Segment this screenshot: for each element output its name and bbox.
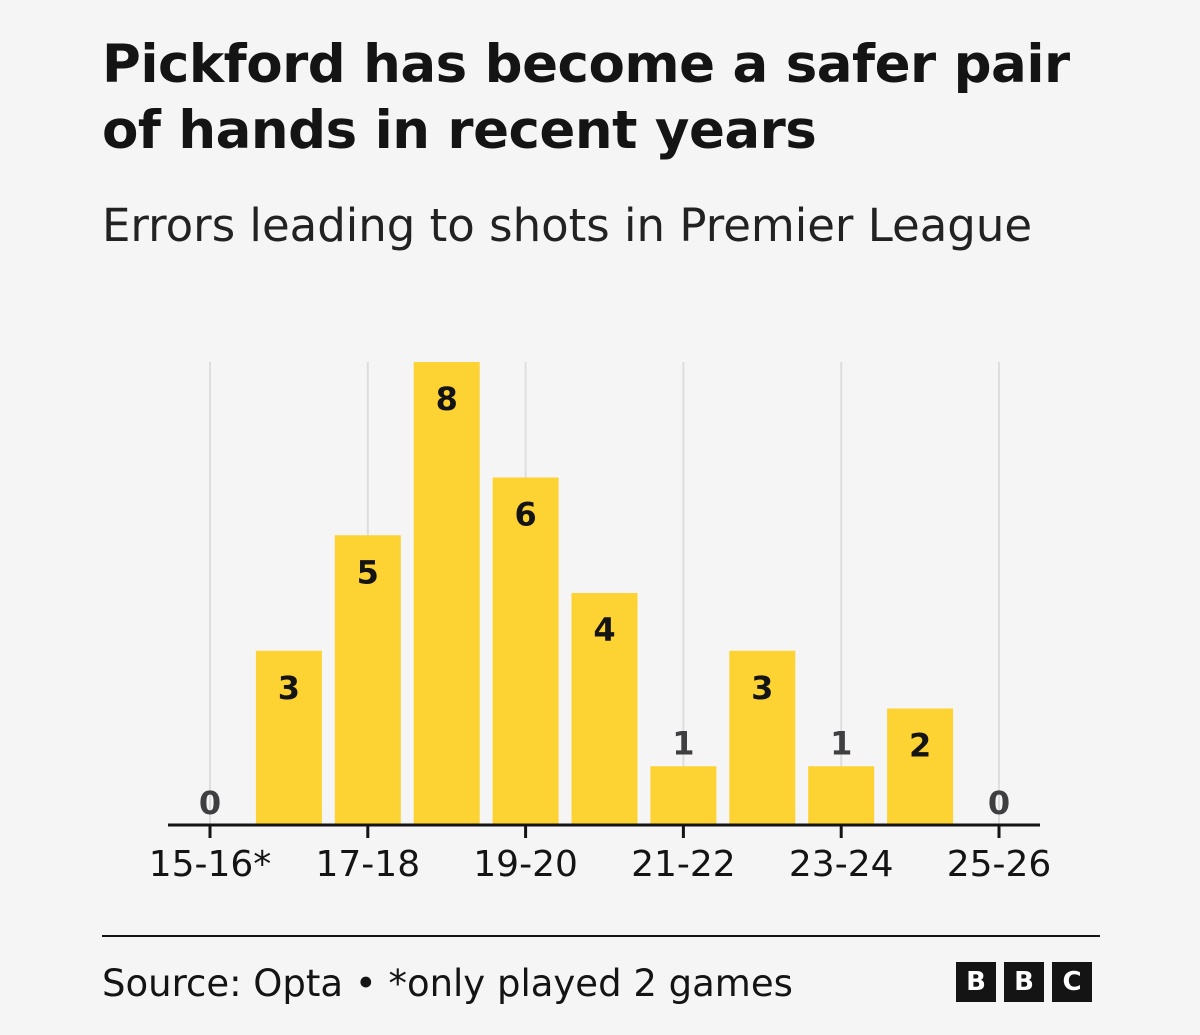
- x-tick-label: 15-16*: [149, 844, 272, 885]
- bar: [887, 708, 954, 824]
- data-label: 1: [672, 724, 694, 762]
- bar: [334, 535, 401, 824]
- bar: [729, 650, 796, 824]
- bar-chart: 0 3 5 8 6 4 1 3 1 2 0 15-16* 17-18 19-20 21-22 23-24 25…: [149, 362, 1052, 885]
- bar: [650, 766, 717, 824]
- x-tick-label: 23-24: [789, 844, 894, 885]
- data-label: 3: [751, 669, 773, 707]
- x-axis: 15-16* 17-18 19-20 21-22 23-24 25-26: [149, 823, 1052, 885]
- chart-title: Pickford has become a safer pair of hand…: [102, 34, 1070, 161]
- x-tick-label: 21-22: [631, 844, 736, 885]
- data-label: 3: [278, 669, 300, 707]
- data-label: 8: [436, 380, 458, 418]
- bbc-logo-letter: C: [1052, 962, 1092, 1002]
- bbc-logo: B B C: [956, 962, 1092, 1002]
- data-label: 0: [199, 784, 221, 822]
- bbc-logo-letter: B: [1004, 962, 1044, 1002]
- data-label: 4: [593, 611, 615, 649]
- bar: [255, 650, 322, 824]
- x-tick-label: 25-26: [947, 844, 1052, 885]
- data-label: 5: [357, 553, 379, 591]
- bars: 0 3 5 8 6 4 1 3 1 2 0: [199, 362, 1010, 824]
- x-tick-label: 17-18: [315, 844, 420, 885]
- data-label: 2: [909, 727, 931, 765]
- x-tick-label: 19-20: [473, 844, 578, 885]
- source-note: Source: Opta • *only played 2 games: [102, 962, 793, 1005]
- footer-divider: [102, 935, 1100, 937]
- bbc-logo-letter: B: [956, 962, 996, 1002]
- gridlines: [209, 362, 1000, 824]
- bar: [492, 477, 559, 824]
- bar: [808, 766, 875, 824]
- data-label: 0: [988, 784, 1010, 822]
- bar: [413, 362, 480, 824]
- data-label: 6: [514, 496, 536, 534]
- data-label: 1: [830, 724, 852, 762]
- chart-subtitle: Errors leading to shots in Premier Leagu…: [102, 199, 1033, 252]
- bar: [571, 593, 638, 824]
